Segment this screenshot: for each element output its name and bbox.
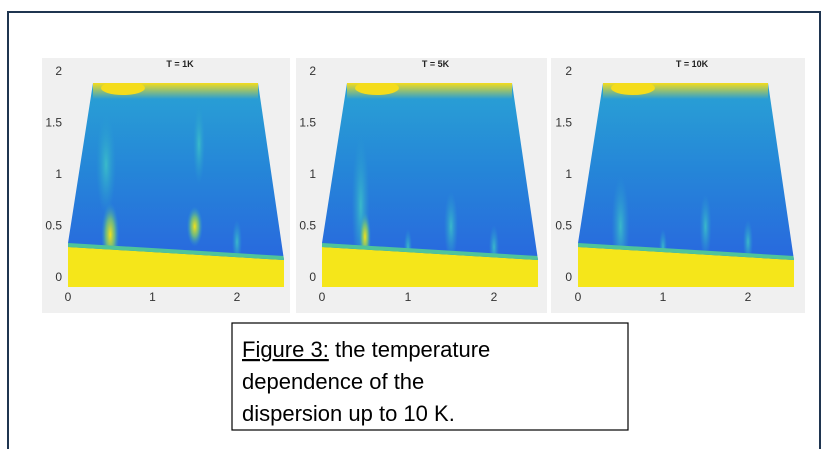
x-tick-label: 1 (660, 290, 667, 304)
heatmap-streak (186, 206, 203, 247)
y-tick-label: 1 (565, 167, 572, 181)
x-tick-label: 2 (491, 290, 498, 304)
y-tick-label: 0 (565, 270, 572, 284)
caption-label: Figure 3: (242, 337, 329, 362)
x-tick-label: 0 (319, 290, 326, 304)
y-tick-label: 0 (309, 270, 316, 284)
x-tick-label: 2 (745, 290, 752, 304)
y-tick-label: 0.5 (555, 219, 572, 233)
y-tick-label: 2 (55, 64, 62, 78)
x-tick-label: 2 (234, 290, 241, 304)
y-tick-label: 1.5 (555, 116, 572, 130)
panel-title: T = 5K (422, 59, 450, 69)
heatmap-body (322, 83, 538, 287)
y-tick-label: 2 (309, 64, 316, 78)
heatmap-body (578, 83, 794, 287)
heatmap-streak (192, 104, 205, 185)
page-frame (7, 11, 821, 449)
panel: T = 5K 0 0.5 1 1.5 2 0 1 2 (296, 58, 547, 313)
y-tick-label: 1.5 (299, 116, 316, 130)
heatmap-yellow (322, 247, 538, 287)
caption-line: Figure 3: the temperature (242, 337, 490, 362)
y-tick-label: 1.5 (45, 116, 62, 130)
heatmap-hot (611, 83, 655, 95)
panel: T = 10K 0 0.5 1 1.5 2 0 1 2 (551, 58, 805, 313)
heatmap-streak (699, 194, 712, 259)
panel-title: T = 1K (166, 59, 194, 69)
panel-title: T = 10K (676, 59, 709, 69)
heatmap-edge (322, 243, 538, 260)
y-tick-label: 2 (565, 64, 572, 78)
heatmap-image (68, 83, 284, 287)
caption-text: the temperature (335, 337, 490, 362)
y-tick-label: 1 (55, 167, 62, 181)
y-tick-label: 0 (55, 270, 62, 284)
x-tick-label: 1 (405, 290, 412, 304)
heatmap-image (322, 83, 538, 287)
heatmap-hot (355, 83, 399, 95)
heatmap-streak (444, 191, 458, 262)
heatmap-hot (101, 83, 145, 95)
heatmap-streak (96, 114, 117, 215)
heatmap-edge (68, 243, 284, 260)
caption-line: dispersion up to 10 K. (242, 401, 455, 426)
caption-box (231, 322, 629, 431)
caption-line: dependence of the (242, 369, 424, 394)
x-tick-label: 0 (65, 290, 72, 304)
y-tick-label: 0.5 (45, 219, 62, 233)
heatmap-streak (232, 219, 242, 264)
heatmap-edge (578, 243, 794, 260)
heatmap-yellow (68, 247, 284, 287)
heatmap-image (578, 83, 794, 287)
heatmap-body (68, 83, 284, 287)
y-tick-label: 0.5 (299, 219, 316, 233)
x-tick-label: 1 (149, 290, 156, 304)
heatmap-streak (743, 219, 753, 264)
y-tick-label: 1 (309, 167, 316, 181)
heatmap-yellow (578, 247, 794, 287)
panel: T = 1K 0 0.5 1 1.5 2 0 1 2 (42, 58, 290, 313)
x-tick-label: 0 (575, 290, 582, 304)
